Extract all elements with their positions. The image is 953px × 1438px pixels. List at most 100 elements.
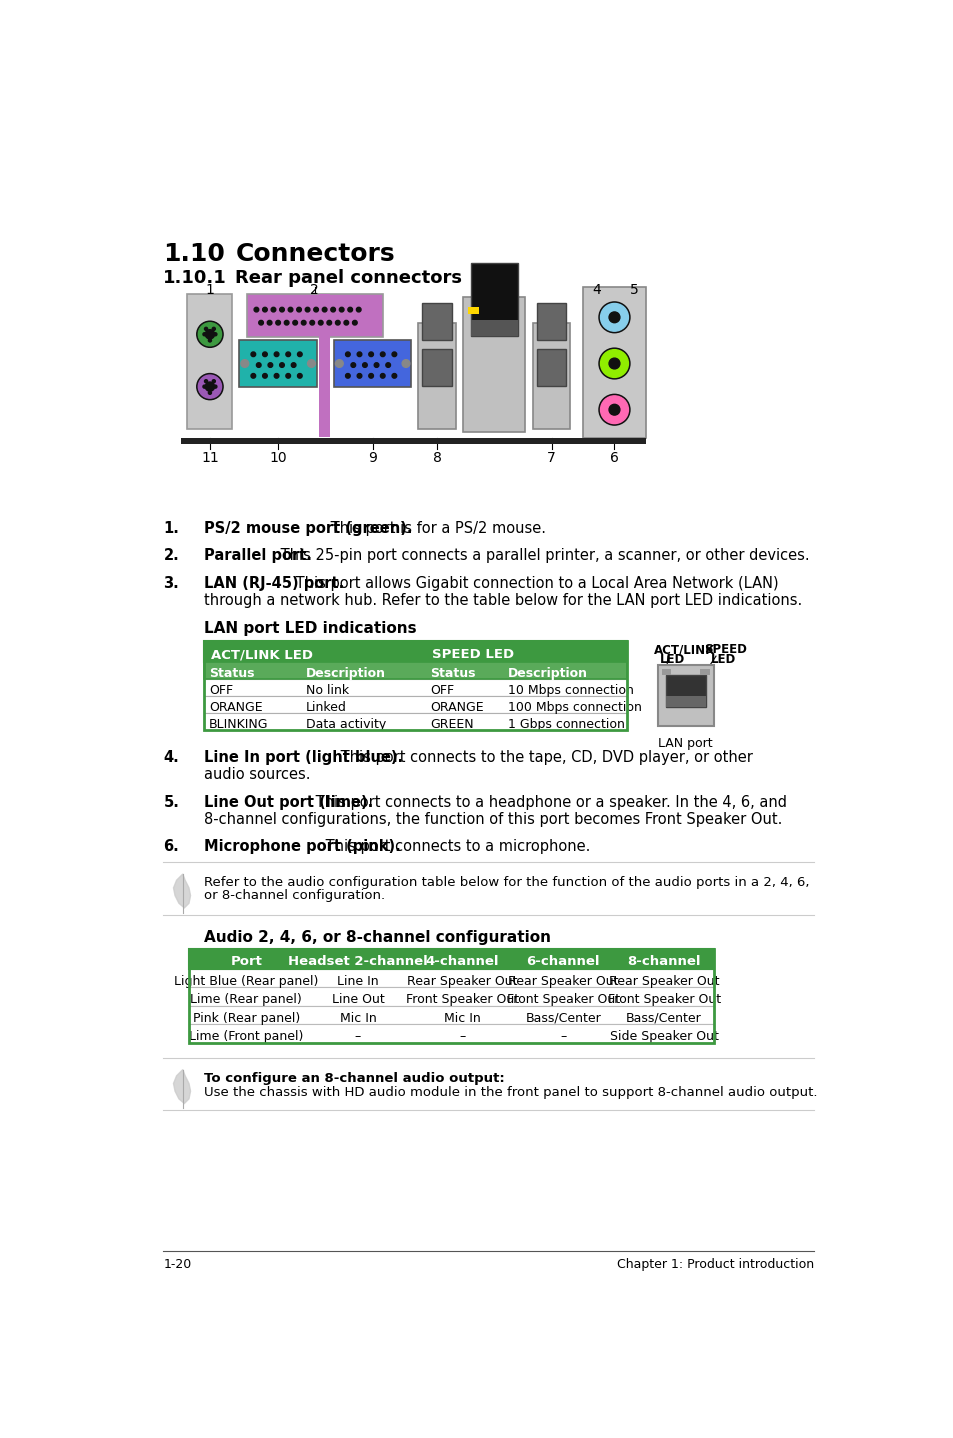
Text: 3: 3: [490, 283, 498, 296]
Circle shape: [608, 404, 619, 416]
Text: Rear panel connectors: Rear panel connectors: [235, 269, 462, 286]
Circle shape: [369, 374, 373, 378]
Text: 5.: 5.: [163, 795, 179, 810]
Circle shape: [196, 374, 223, 400]
Circle shape: [327, 321, 332, 325]
Text: –: –: [355, 1030, 360, 1043]
Bar: [582, 286, 645, 439]
Text: 5: 5: [630, 283, 639, 296]
Text: LAN (RJ-45) port.: LAN (RJ-45) port.: [204, 577, 344, 591]
Text: Line Out port (lime).: Line Out port (lime).: [204, 795, 374, 810]
Circle shape: [286, 374, 291, 378]
Text: Pink (Rear panel): Pink (Rear panel): [193, 1011, 299, 1024]
Bar: [471, 263, 517, 336]
Circle shape: [599, 395, 628, 424]
Circle shape: [262, 308, 267, 312]
Text: 1 Gbps connection: 1 Gbps connection: [507, 718, 624, 731]
Bar: [189, 1024, 714, 1043]
Circle shape: [362, 362, 367, 367]
Text: Refer to the audio configuration table below for the function of the audio ports: Refer to the audio configuration table b…: [204, 876, 809, 889]
Circle shape: [288, 308, 293, 312]
Text: 7: 7: [547, 452, 556, 466]
Circle shape: [253, 308, 258, 312]
Bar: [204, 679, 626, 696]
Circle shape: [275, 321, 280, 325]
Text: Description: Description: [507, 667, 587, 680]
Circle shape: [301, 321, 306, 325]
Circle shape: [291, 362, 295, 367]
Text: ACT/LINK LED: ACT/LINK LED: [211, 649, 313, 661]
Text: LAN port: LAN port: [658, 736, 712, 751]
Text: audio sources.: audio sources.: [204, 766, 311, 782]
Text: 3.: 3.: [163, 577, 179, 591]
Circle shape: [271, 308, 275, 312]
Circle shape: [262, 352, 267, 357]
Circle shape: [212, 380, 215, 383]
Circle shape: [258, 321, 263, 325]
Circle shape: [344, 321, 348, 325]
Circle shape: [356, 308, 360, 312]
Circle shape: [279, 308, 284, 312]
Circle shape: [305, 308, 310, 312]
Text: Front Speaker Out: Front Speaker Out: [506, 994, 619, 1007]
Circle shape: [331, 308, 335, 312]
Circle shape: [608, 312, 619, 322]
Text: ACT/LINK: ACT/LINK: [654, 643, 715, 656]
Circle shape: [353, 321, 356, 325]
Text: This port connects to the tape, CD, DVD player, or other: This port connects to the tape, CD, DVD …: [336, 751, 753, 765]
Bar: [187, 295, 233, 429]
Text: Mic In: Mic In: [339, 1011, 375, 1024]
Text: 2.: 2.: [163, 548, 179, 564]
Bar: [700, 669, 709, 676]
Text: This port allows Gigabit connection to a Local Area Network (LAN): This port allows Gigabit connection to a…: [291, 577, 778, 591]
Text: Linked: Linked: [306, 702, 347, 715]
Bar: [189, 988, 714, 1005]
Text: 6: 6: [609, 452, 618, 466]
Circle shape: [296, 308, 301, 312]
Circle shape: [198, 375, 221, 398]
Text: –: –: [459, 1030, 465, 1043]
Text: ORANGE: ORANGE: [430, 702, 483, 715]
Text: or 8-channel configuration.: or 8-channel configuration.: [204, 889, 385, 902]
Bar: [334, 341, 411, 387]
Circle shape: [307, 360, 315, 367]
Bar: [239, 341, 316, 387]
Text: Bass/Center: Bass/Center: [525, 1011, 600, 1024]
Circle shape: [608, 358, 619, 370]
Text: OFF: OFF: [209, 684, 233, 697]
Bar: [189, 969, 714, 988]
Text: 8-channel: 8-channel: [627, 955, 700, 968]
Text: 6.: 6.: [163, 840, 179, 854]
Circle shape: [213, 332, 216, 336]
Circle shape: [335, 360, 343, 367]
Circle shape: [268, 362, 273, 367]
Polygon shape: [173, 874, 191, 907]
Text: LAN port LED indications: LAN port LED indications: [204, 621, 416, 636]
Bar: [418, 322, 456, 429]
Circle shape: [345, 374, 350, 378]
Text: Line Out: Line Out: [332, 994, 384, 1007]
Circle shape: [251, 374, 255, 378]
Text: 10: 10: [269, 452, 287, 466]
Text: through a network hub. Refer to the table below for the LAN port LED indications: through a network hub. Refer to the tabl…: [204, 592, 801, 608]
Circle shape: [374, 362, 378, 367]
Text: 6-channel: 6-channel: [526, 955, 599, 968]
Circle shape: [335, 321, 340, 325]
Bar: [319, 295, 330, 437]
Circle shape: [345, 352, 350, 357]
Circle shape: [204, 380, 208, 383]
Bar: [463, 298, 525, 431]
Text: Description: Description: [306, 667, 386, 680]
Text: BLINKING: BLINKING: [209, 718, 269, 731]
Text: 8: 8: [432, 452, 441, 466]
Circle shape: [310, 321, 314, 325]
Circle shape: [369, 352, 373, 357]
Text: Audio 2, 4, 6, or 8-channel configuration: Audio 2, 4, 6, or 8-channel configuratio…: [204, 930, 551, 945]
Text: Connectors: Connectors: [235, 242, 395, 266]
Bar: [537, 302, 566, 339]
Circle shape: [380, 352, 385, 357]
Circle shape: [251, 352, 255, 357]
Circle shape: [212, 328, 215, 331]
Text: Rear Speaker Out: Rear Speaker Out: [508, 975, 618, 988]
Text: To configure an 8-channel audio output:: To configure an 8-channel audio output:: [204, 1071, 505, 1084]
